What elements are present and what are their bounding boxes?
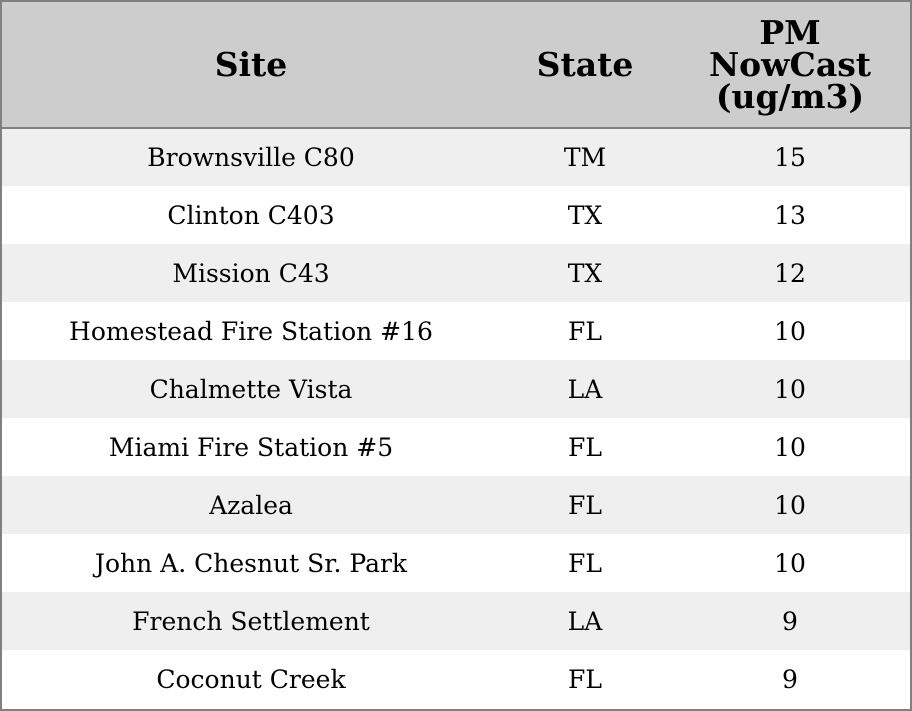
cell-pm-nowcast: 9 <box>782 664 798 694</box>
header-pm-line-3: (ug/m3) <box>715 76 865 116</box>
cell-site: French Settlement <box>132 606 370 636</box>
cell-state: TM <box>563 143 607 172</box>
table-body: Brownsville C80 TM 15 Clinton C403 TX 13 Missi… <box>2 128 910 708</box>
cell-pm-nowcast: 13 <box>774 200 806 230</box>
table-row: Coconut Creek FL 9 <box>2 650 910 708</box>
table-row: Miami Fire Station #5 FL 10 <box>2 418 910 476</box>
cell-pm-nowcast: 12 <box>774 258 806 288</box>
cell-state: TX <box>567 200 603 230</box>
header-site: Site <box>2 2 500 129</box>
cell-site: Homestead Fire Station #16 <box>69 316 433 346</box>
header-pm-line-2: NowCast <box>708 44 872 84</box>
table-row: Homestead Fire Station #16 FL 10 <box>2 302 910 360</box>
table-row: Brownsville C80 TM 15 <box>2 128 910 186</box>
cell-pm-nowcast: 10 <box>774 432 806 462</box>
table-row: Azalea FL 10 <box>2 476 910 534</box>
cell-site: Coconut Creek <box>156 664 346 694</box>
cell-pm-nowcast: 10 <box>774 490 806 520</box>
table-row: French Settlement LA 9 <box>2 592 910 650</box>
cell-site: Mission C43 <box>172 258 330 288</box>
cell-state: FL <box>568 432 602 462</box>
header-state: State <box>500 2 670 129</box>
table-row: John A. Chesnut Sr. Park FL 10 <box>2 534 910 592</box>
cell-state: TX <box>567 258 603 288</box>
cell-state: FL <box>568 664 602 694</box>
header-pm-line-1: PM <box>759 12 821 52</box>
table-row: Clinton C403 TX 13 <box>2 186 910 244</box>
cell-site: Brownsville C80 <box>147 143 355 172</box>
cell-pm-nowcast: 10 <box>774 316 806 346</box>
header-pm-nowcast: PM NowCast (ug/m3) <box>670 2 910 129</box>
table-row: Mission C43 TX 12 <box>2 244 910 302</box>
cell-pm-nowcast: 9 <box>782 606 798 636</box>
cell-site: Miami Fire Station #5 <box>108 432 394 462</box>
cell-state: FL <box>568 548 602 578</box>
cell-site: Azalea <box>209 490 293 520</box>
cell-state: FL <box>568 490 602 520</box>
table-row: Chalmette Vista LA 10 <box>2 360 910 418</box>
cell-pm-nowcast: 10 <box>774 548 806 578</box>
cell-state: LA <box>567 606 603 636</box>
cell-pm-nowcast: 10 <box>774 374 806 404</box>
cell-state: FL <box>568 316 602 346</box>
cell-state: LA <box>567 374 603 404</box>
cell-site: Clinton C403 <box>167 200 335 230</box>
cell-site: Chalmette Vista <box>149 374 353 404</box>
table-header-row: Site State PM NowCast (ug/m3) <box>2 2 910 129</box>
cell-site: John A. Chesnut Sr. Park <box>94 548 408 578</box>
cell-pm-nowcast: 15 <box>774 143 806 172</box>
